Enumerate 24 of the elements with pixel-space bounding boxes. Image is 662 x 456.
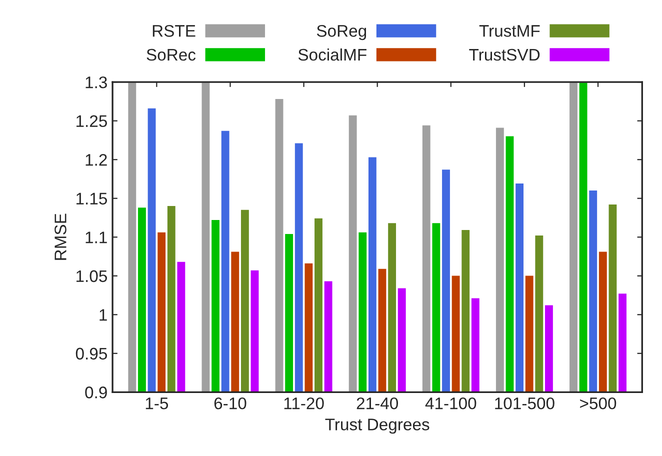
y-tick-label: 0.9 bbox=[85, 386, 107, 398]
x-tick-label: 41-100 bbox=[425, 397, 476, 410]
legend-label: TrustSVD bbox=[469, 48, 540, 61]
legend-label: SoRec bbox=[146, 48, 196, 61]
x-tick-label: 6-10 bbox=[214, 397, 246, 410]
y-tick-label: 1.3 bbox=[86, 76, 107, 88]
y-tick-label: 1.2 bbox=[86, 154, 107, 166]
x-tick-label: 1-5 bbox=[146, 398, 168, 410]
x-axis-title: Trust Degrees bbox=[325, 418, 430, 434]
x-tick-label: 21-40 bbox=[356, 397, 398, 410]
legend-label: RSTE bbox=[152, 25, 196, 37]
legend-label: TrustMF bbox=[479, 25, 540, 37]
y-tick-label: 1.15 bbox=[76, 192, 107, 205]
y-tick-label: 1 bbox=[100, 309, 107, 321]
y-tick-label: 1.25 bbox=[76, 115, 107, 128]
legend-label: SoReg bbox=[316, 25, 366, 40]
legend-label: SocialMF bbox=[298, 48, 366, 61]
y-tick-label: 1.1 bbox=[86, 232, 107, 244]
x-tick-label: >500 bbox=[580, 397, 616, 410]
y-tick-label: 0.95 bbox=[76, 348, 107, 360]
x-tick-label: 101-500 bbox=[495, 397, 554, 410]
y-axis-title: RMSE bbox=[54, 214, 66, 260]
y-tick-label: 1.05 bbox=[76, 270, 107, 282]
x-tick-label: 11-20 bbox=[284, 397, 324, 410]
